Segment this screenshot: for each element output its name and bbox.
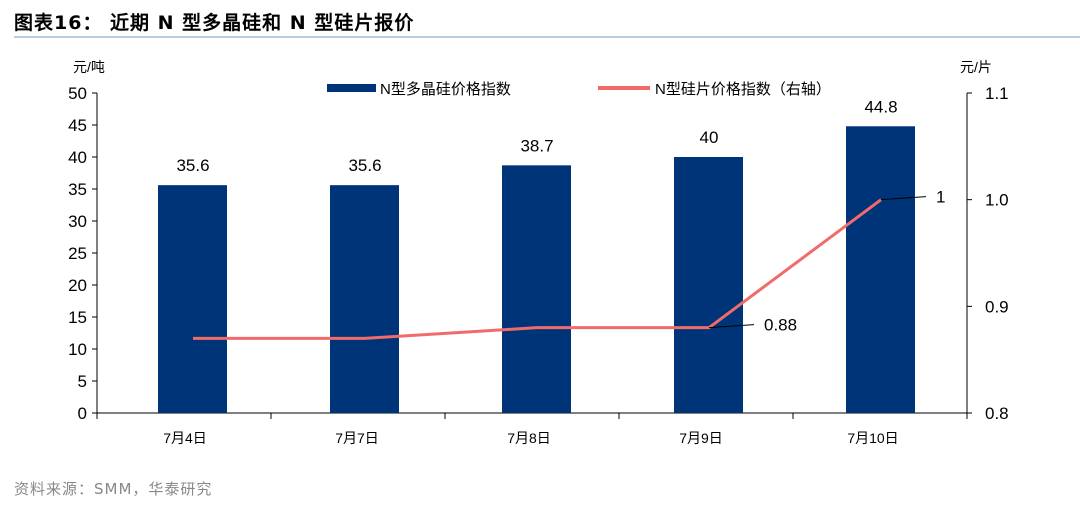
left-tick-label: 50 xyxy=(68,84,87,103)
bar xyxy=(674,157,743,413)
left-axis-unit: 元/吨 xyxy=(73,59,105,75)
leader-line xyxy=(708,324,755,329)
bar-data-label: 44.8 xyxy=(864,97,897,116)
bar-data-label: 38.7 xyxy=(520,136,553,155)
x-tick-label: 7月9日 xyxy=(679,430,723,446)
source-note: 资料来源：SMM，华泰研究 xyxy=(14,480,213,498)
x-tick-label: 7月10日 xyxy=(847,430,898,446)
left-tick-label: 35 xyxy=(68,180,87,199)
legend-label-bar: N型多晶硅价格指数 xyxy=(380,81,511,98)
bar xyxy=(330,185,399,413)
title-divider xyxy=(14,36,1080,38)
line-data-label: 1 xyxy=(936,188,945,207)
bar-data-label: 40 xyxy=(700,128,719,147)
left-tick-label: 30 xyxy=(68,212,87,231)
left-tick-label: 15 xyxy=(68,308,87,327)
x-tick-label: 7月7日 xyxy=(335,430,379,446)
right-tick-label: 0.8 xyxy=(985,404,1009,423)
line-series xyxy=(193,198,882,340)
bar xyxy=(158,185,227,413)
chart-title: 图表16： 近期 N 型多晶硅和 N 型硅片报价 xyxy=(14,12,415,34)
bar-data-label: 35.6 xyxy=(176,156,209,175)
right-tick-label: 1.1 xyxy=(985,84,1009,103)
x-tick-label: 7月8日 xyxy=(507,430,551,446)
left-tick-label: 25 xyxy=(68,244,87,263)
bar-data-label: 35.6 xyxy=(348,156,381,175)
x-tick-label: 7月4日 xyxy=(163,430,207,446)
left-tick-label: 40 xyxy=(68,148,87,167)
left-tick-label: 45 xyxy=(68,116,87,135)
bar xyxy=(502,165,571,413)
bar xyxy=(846,126,915,413)
right-axis-unit: 元/片 xyxy=(960,59,992,75)
left-tick-label: 5 xyxy=(78,372,87,391)
left-tick-label: 10 xyxy=(68,340,87,359)
leader-line xyxy=(880,196,927,201)
legend-swatch-bar xyxy=(327,84,376,92)
right-tick-label: 1.0 xyxy=(985,191,1009,210)
right-tick-label: 0.9 xyxy=(985,297,1009,316)
legend-label-line: N型硅片价格指数（右轴） xyxy=(655,81,831,98)
left-tick-label: 20 xyxy=(68,276,87,295)
line-data-label: 0.88 xyxy=(764,316,797,335)
left-tick-label: 0 xyxy=(78,404,87,423)
